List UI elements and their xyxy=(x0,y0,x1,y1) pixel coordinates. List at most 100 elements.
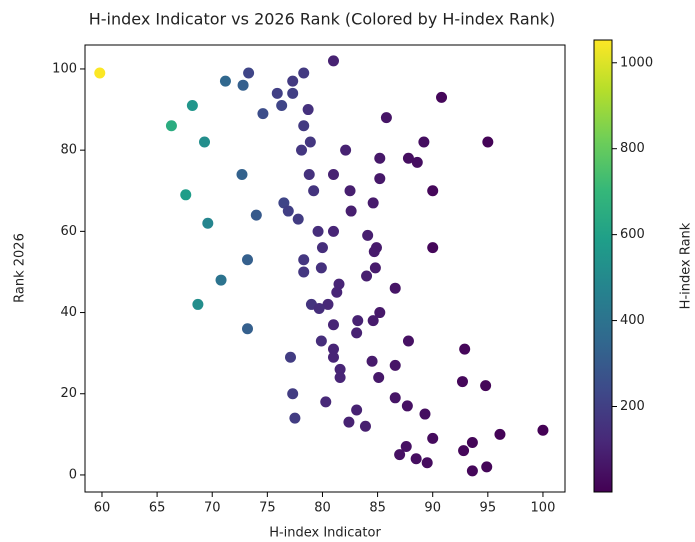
y-tick-label: 80 xyxy=(60,143,77,158)
point xyxy=(362,229,374,241)
point xyxy=(389,392,401,404)
point xyxy=(289,412,301,424)
point xyxy=(419,408,431,420)
point xyxy=(322,298,334,310)
point xyxy=(302,104,314,116)
y-tick-label: 0 xyxy=(69,467,77,482)
point xyxy=(312,225,324,237)
colorbar-tick-label: 1000 xyxy=(620,55,653,70)
point xyxy=(345,205,357,217)
point xyxy=(427,185,439,197)
point xyxy=(315,262,327,274)
x-tick-label: 70 xyxy=(204,501,221,516)
point xyxy=(343,416,355,428)
y-tick-label: 100 xyxy=(52,61,77,76)
point xyxy=(411,156,423,168)
point xyxy=(271,87,283,99)
point xyxy=(278,197,290,209)
point xyxy=(344,185,356,197)
colorbar-label: H-index Rank xyxy=(679,222,694,309)
point xyxy=(257,108,269,120)
point xyxy=(374,307,386,319)
point xyxy=(436,91,448,103)
x-tick-label: 80 xyxy=(314,501,331,516)
point xyxy=(380,112,392,124)
x-tick-label: 60 xyxy=(94,501,111,516)
point xyxy=(418,136,430,148)
point xyxy=(284,351,296,363)
x-tick-label: 75 xyxy=(259,501,276,516)
point xyxy=(494,428,506,440)
point xyxy=(292,213,304,225)
point xyxy=(215,274,227,286)
point xyxy=(466,465,478,477)
point xyxy=(241,254,253,266)
point xyxy=(287,75,299,87)
point xyxy=(315,335,327,347)
point xyxy=(192,298,204,310)
x-axis-label: H-index Indicator xyxy=(269,526,381,541)
point xyxy=(219,75,231,87)
point xyxy=(276,99,288,111)
point xyxy=(298,120,310,132)
point xyxy=(402,335,414,347)
point xyxy=(298,266,310,278)
point xyxy=(481,461,493,473)
point xyxy=(282,205,294,217)
point xyxy=(296,144,308,156)
point xyxy=(327,343,339,355)
x-tick-label: 85 xyxy=(369,501,386,516)
chart-title: H-index Indicator vs 2026 Rank (Colored … xyxy=(89,10,556,29)
colorbar-tick-label: 600 xyxy=(620,227,645,242)
point xyxy=(456,376,468,388)
point xyxy=(308,185,320,197)
colorbar-tick-label: 200 xyxy=(620,399,645,414)
point xyxy=(361,270,373,282)
point xyxy=(202,217,214,229)
point xyxy=(165,120,177,132)
point xyxy=(327,319,339,331)
y-tick-label: 20 xyxy=(60,386,77,401)
point xyxy=(304,136,316,148)
plot-frame xyxy=(84,44,566,493)
colorbar-tick-label: 400 xyxy=(620,313,645,328)
point xyxy=(186,99,198,111)
y-tick-label: 40 xyxy=(60,305,77,320)
point xyxy=(367,315,379,327)
point xyxy=(537,424,549,436)
point xyxy=(368,246,380,258)
point xyxy=(427,242,439,254)
y-tick-label: 60 xyxy=(60,224,77,239)
point xyxy=(421,457,433,469)
point xyxy=(402,152,414,164)
point xyxy=(334,372,346,384)
point xyxy=(287,388,299,400)
point xyxy=(374,152,386,164)
colorbar xyxy=(593,39,613,493)
point xyxy=(316,242,328,254)
point xyxy=(366,355,378,367)
point xyxy=(394,449,406,461)
point xyxy=(327,225,339,237)
point xyxy=(287,87,299,99)
point xyxy=(340,144,352,156)
point xyxy=(351,404,363,416)
point xyxy=(351,327,363,339)
point xyxy=(466,436,478,448)
point xyxy=(243,67,255,79)
point xyxy=(334,363,346,375)
point xyxy=(410,453,422,465)
point xyxy=(298,254,310,266)
point xyxy=(94,67,106,79)
point xyxy=(298,67,310,79)
point xyxy=(320,396,332,408)
x-tick-label: 65 xyxy=(149,501,166,516)
point xyxy=(400,441,412,453)
point xyxy=(373,372,385,384)
point xyxy=(237,79,249,91)
x-tick-label: 90 xyxy=(424,501,441,516)
point xyxy=(241,323,253,335)
point xyxy=(389,359,401,371)
point xyxy=(359,420,371,432)
point xyxy=(458,445,470,457)
